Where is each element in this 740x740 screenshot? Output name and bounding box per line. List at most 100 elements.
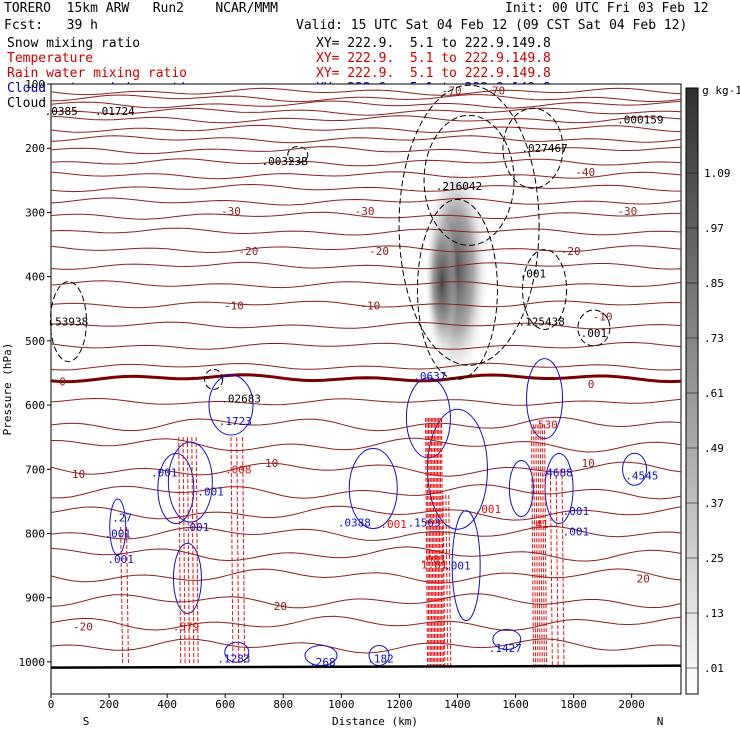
isotherm-line [50,94,682,103]
y-axis-label: Pressure (hPa) [1,343,14,436]
rain-contour [549,469,553,666]
cloud-water-max-label: .4688 [540,466,573,479]
x-tick-label: 200 [99,698,119,711]
rain-contour [530,424,534,666]
temperature-label: 20 [274,600,287,613]
cloud-water-contour [508,460,534,518]
y-tick-label: 900 [25,592,45,605]
ice-max-label: .001 [581,327,608,340]
rain-contour [429,417,433,666]
colorbar-label: .85 [704,277,724,290]
rain-max-label: 1.81 [421,558,448,571]
y-tick-label: 300 [25,206,45,219]
ice-max-label: .02683 [221,393,261,406]
legend-name: Temperature [7,51,94,66]
cloud-water-max-label: .268 [309,656,336,669]
rain-contour [537,424,541,666]
cloud-water-max-label: .0637 [413,370,446,383]
x-tick-label: 600 [215,698,235,711]
temperature-label: -20 [561,245,581,258]
ice-contour [398,84,540,366]
rain-contour [191,437,195,666]
colorbar-label: .97 [704,222,724,235]
isotherm-line [50,211,681,220]
colorbar-label: .37 [704,497,724,510]
rain-contour [430,417,434,666]
rain-contour [435,417,439,666]
ice-contour [287,146,309,164]
ice-contour [416,198,498,380]
cloud-water-contour [224,641,250,663]
x-tick-label: 1400 [444,698,471,711]
isotherm-line [50,183,682,193]
isotherm-line [50,437,682,453]
x-tick-label: 1200 [386,698,413,711]
legend-name: Rain water mixing ratio [7,66,188,81]
header-valid: Valid: 15 UTC Sat 04 Feb 12 (09 CST Sat … [296,18,688,33]
temperature-label: 10 [581,457,594,470]
isotherm-line [50,638,682,654]
cloud-water-contour [167,441,213,523]
colorbar-label: 1.09 [704,167,731,180]
cloud-water-contour [109,498,127,556]
cloud-water-max-label: .001 [151,466,178,479]
rain-max-label: .001 [475,503,502,516]
rain-contour [533,424,537,666]
rain-contour [242,437,246,666]
cloud-water-max-label: .182 [367,653,394,666]
temperature-label: -10 [224,300,244,313]
isotherm-line [50,321,682,330]
surface-line [50,664,682,669]
isotherm-line [50,146,682,155]
isotherm-line [50,568,682,584]
cloud-water-max-label: .1427 [489,642,522,655]
isotherm-line [50,525,682,541]
x-tick-label: 2000 [618,698,645,711]
snow-plume-core [426,219,458,360]
cloud-water-max-label: .001 [197,486,224,499]
temperature-label: -40 [575,166,595,179]
isotherm-line [50,87,682,96]
temperature-label: -30 [221,205,241,218]
cloud-water-max-label: .27 [112,511,132,524]
rain-contour [440,417,444,666]
isotherm-line [50,245,682,254]
cloud-water-max-label: .1563 [408,517,441,530]
rain-max-label: .001 [420,553,447,566]
ice-max-label: .53938 [49,316,89,329]
rain-contour [555,469,559,666]
isotherm-line [50,115,682,124]
cloud-water-contour [622,452,648,486]
colorbar-label: .61 [704,387,724,400]
ice-max-label: .000159 [617,113,663,126]
rain-contour [439,417,443,666]
rain-contour [561,469,565,666]
north-label: N [657,715,664,728]
cloud-water-contour [492,628,522,650]
isotherm-line [50,107,682,116]
rain-contour [535,424,539,666]
isotherm-line [51,484,682,500]
ice-max-label: .125438 [518,316,564,329]
cloud-water-max-label: .1283 [217,653,250,666]
x-tick-label: 800 [273,698,293,711]
y-tick-label: 400 [25,271,45,284]
temperature-label: 0 [588,378,595,391]
rain-contour [448,494,452,666]
rain-contour [427,417,431,666]
ice-max-label: .216042 [436,180,482,193]
rain-contour [236,437,240,666]
rain-max-label: .001 [380,518,407,531]
isotherm-line [50,124,682,133]
isotherm-line [50,158,682,167]
cloud-water-contour [172,542,202,614]
rain-contour [445,494,449,666]
colorbar-label: .13 [704,607,724,620]
cloud-water-max-label: .001 [105,527,132,540]
colorbar [685,87,699,695]
temperature-label: -30 [355,205,375,218]
rain-max-label: .41 [529,518,549,531]
temperature-label: -30 [617,205,637,218]
legend-xy: XY= 222.9. 5.1 to 222.9.149.8 [316,51,551,66]
